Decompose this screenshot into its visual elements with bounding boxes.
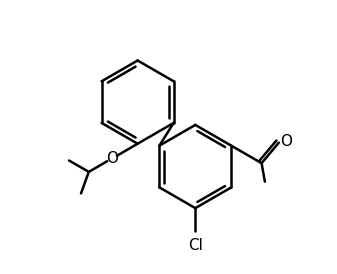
Text: O: O — [106, 151, 118, 166]
Text: O: O — [280, 134, 293, 149]
Text: Cl: Cl — [188, 238, 203, 253]
